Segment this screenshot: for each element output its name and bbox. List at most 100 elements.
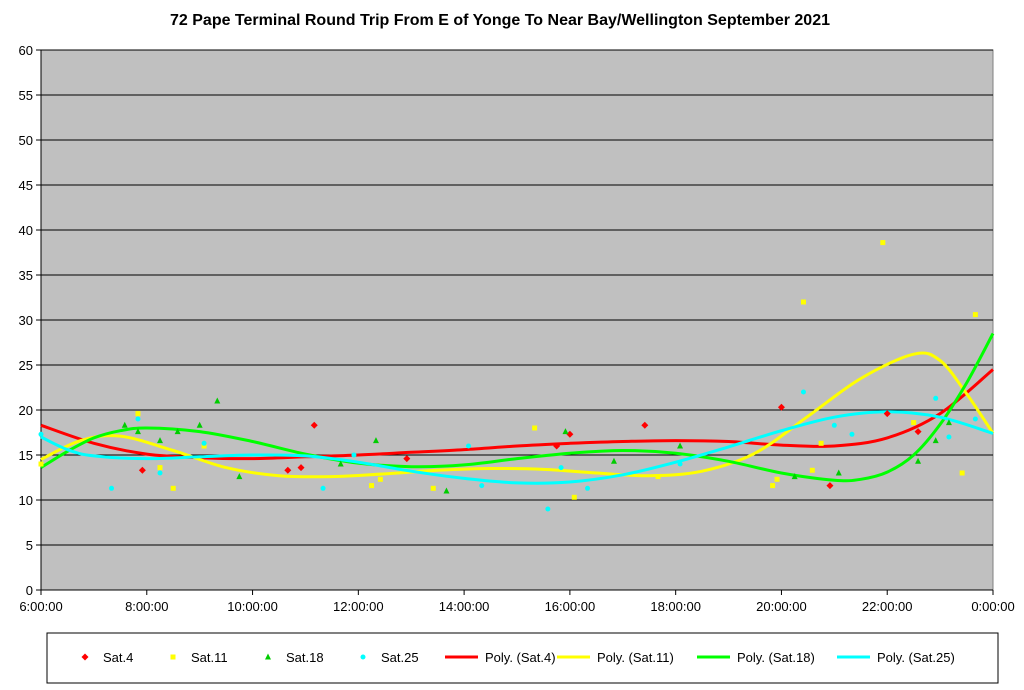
data-point-4 — [109, 485, 115, 491]
data-point-4 — [545, 506, 551, 512]
data-point-2 — [377, 476, 383, 482]
data-point-3 — [214, 397, 221, 404]
x-tick-label: 16:00:00 — [545, 599, 596, 614]
data-point-1 — [297, 464, 305, 472]
y-tick-label: 55 — [19, 88, 33, 103]
y-tick-label: 25 — [19, 358, 33, 373]
data-point-4 — [157, 470, 163, 476]
chart-title: 72 Pape Terminal Round Trip From E of Yo… — [170, 12, 830, 29]
y-tick-label: 45 — [19, 178, 33, 193]
y-tick-label: 35 — [19, 268, 33, 283]
x-tick-label: 6:00:00 — [19, 599, 62, 614]
data-point-3 — [932, 437, 939, 444]
legend-marker-4 — [360, 654, 366, 660]
data-point-1 — [641, 421, 649, 429]
data-point-2 — [818, 440, 824, 446]
data-point-4 — [831, 422, 837, 428]
y-tick-label: 20 — [19, 403, 33, 418]
data-point-1 — [310, 421, 318, 429]
data-point-2 — [571, 494, 577, 500]
data-point-2 — [770, 483, 776, 489]
data-point-2 — [369, 483, 375, 489]
data-point-3 — [157, 437, 163, 444]
trendline-4 — [40, 410, 994, 485]
data-point-3 — [372, 437, 379, 444]
data-point-4 — [201, 440, 207, 446]
data-point-1 — [403, 455, 411, 463]
data-point-4 — [351, 452, 357, 458]
data-point-3 — [174, 428, 181, 435]
y-tick-label: 15 — [19, 448, 33, 463]
y-tick-label: 30 — [19, 313, 33, 328]
data-point-1 — [284, 466, 292, 474]
legend-label: Poly. (Sat.11) — [597, 650, 674, 665]
data-point-4 — [135, 416, 141, 422]
data-point-1 — [566, 430, 574, 438]
y-tick-label: 50 — [19, 133, 33, 148]
data-point-3 — [791, 473, 798, 480]
data-point-4 — [972, 416, 978, 422]
data-point-4 — [38, 431, 44, 437]
data-point-4 — [933, 395, 939, 401]
data-point-1 — [914, 428, 922, 436]
data-point-2 — [972, 312, 978, 318]
data-point-4 — [677, 461, 683, 467]
x-tick-label: 20:00:00 — [756, 599, 807, 614]
data-point-2 — [959, 470, 965, 476]
x-tick-label: 8:00:00 — [125, 599, 168, 614]
x-tick-label: 10:00:00 — [227, 599, 278, 614]
legend-marker-2 — [170, 654, 176, 660]
data-point-3 — [121, 421, 128, 428]
data-point-4 — [585, 485, 591, 491]
data-point-4 — [479, 483, 485, 489]
data-point-2 — [201, 443, 207, 449]
data-point-2 — [774, 476, 780, 482]
data-point-1 — [777, 403, 785, 411]
y-tick-label: 5 — [26, 538, 33, 553]
legend-label: Sat.18 — [286, 650, 324, 665]
x-tick-label: 0:00:00 — [971, 599, 1014, 614]
data-point-2 — [800, 299, 806, 305]
data-point-2 — [880, 240, 886, 246]
data-point-1 — [138, 466, 146, 474]
x-tick-label: 18:00:00 — [650, 599, 701, 614]
y-tick-label: 0 — [26, 583, 33, 598]
data-point-4 — [946, 434, 952, 440]
data-point-2 — [911, 420, 917, 426]
data-point-2 — [38, 461, 44, 467]
data-point-3 — [337, 460, 344, 467]
y-tick-label: 60 — [19, 43, 33, 58]
trendline-3 — [40, 332, 995, 483]
x-tick-label: 22:00:00 — [862, 599, 913, 614]
data-point-3 — [610, 457, 617, 464]
data-point-2 — [809, 467, 815, 473]
y-tick-label: 10 — [19, 493, 33, 508]
legend-label: Poly. (Sat.18) — [737, 650, 815, 665]
x-tick-label: 14:00:00 — [439, 599, 490, 614]
y-axis: 0 5 10 15 20 25 30 35 40 45 50 55 60 — [19, 43, 42, 598]
data-point-3 — [915, 457, 922, 464]
data-point-1 — [553, 442, 561, 450]
data-point-3 — [236, 473, 243, 480]
legend-marker-1 — [81, 653, 89, 661]
data-point-3 — [835, 469, 842, 476]
data-point-2 — [430, 485, 436, 491]
legend-label: Sat.4 — [103, 650, 133, 665]
data-point-3 — [196, 421, 203, 428]
data-point-1 — [883, 410, 891, 418]
data-point-1 — [826, 482, 834, 490]
data-point-2 — [157, 465, 163, 471]
data-point-3 — [945, 419, 952, 426]
data-point-2 — [170, 485, 176, 491]
y-tick-label: 40 — [19, 223, 33, 238]
x-axis: 6:00:00 8:00:00 10:00:00 12:00:00 14:00:00 16… — [19, 589, 1015, 614]
data-point-2 — [655, 474, 661, 480]
data-point-4 — [466, 443, 472, 449]
data-point-3 — [562, 428, 569, 435]
legend-label: Sat.11 — [191, 650, 228, 665]
data-point-3 — [443, 487, 450, 494]
data-point-3 — [677, 442, 684, 449]
legend-label: Poly. (Sat.25) — [877, 650, 955, 665]
data-point-4 — [320, 485, 326, 491]
